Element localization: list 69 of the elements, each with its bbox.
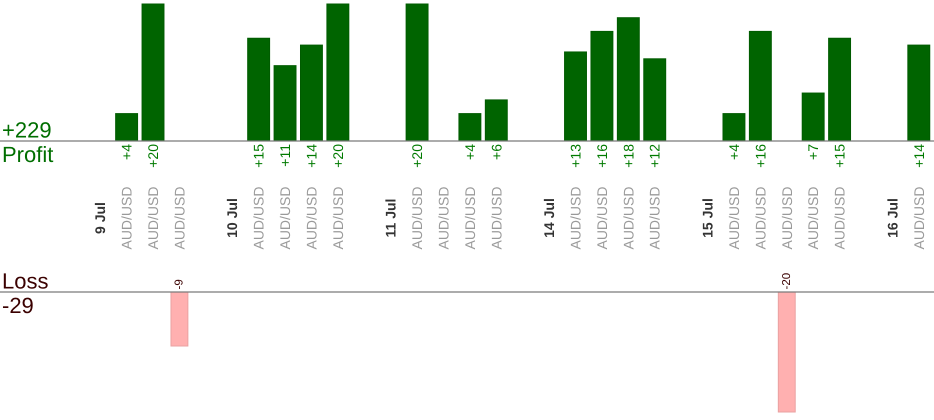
bar <box>247 38 270 142</box>
bar <box>115 113 138 142</box>
x-tick-label: AUD/USD <box>646 186 663 250</box>
bar <box>458 113 482 142</box>
bar <box>142 4 164 142</box>
x-tick-label: AUD/USD <box>805 186 822 250</box>
bar <box>484 99 508 142</box>
x-tick-label: AUD/USD <box>726 186 742 250</box>
bar <box>802 92 825 142</box>
data-label: -20 <box>780 272 793 290</box>
bar <box>722 113 746 142</box>
bar <box>907 44 930 142</box>
x-tick-label: AUD/USD <box>435 186 452 250</box>
bar <box>748 30 772 142</box>
x-tick-label: AUD/USD <box>910 186 927 250</box>
x-tick-label: 11 Jul <box>382 198 399 238</box>
text: +229 <box>2 118 52 142</box>
x-tick-label: AUD/USD <box>752 186 768 250</box>
data-label: +14 <box>303 144 320 168</box>
data-label: +14 <box>910 144 927 168</box>
data-label: +7 <box>805 144 822 160</box>
x-tick-label: AUD/USD <box>594 186 610 250</box>
data-label: +20 <box>409 144 426 168</box>
bar <box>274 65 297 142</box>
data-label: +11 <box>277 144 294 167</box>
bar <box>643 58 666 142</box>
bar <box>564 51 587 142</box>
data-label: +20 <box>330 144 346 168</box>
bar <box>300 44 323 142</box>
bar <box>326 4 350 142</box>
data-label: +13 <box>568 144 584 168</box>
data-label: +6 <box>488 144 504 160</box>
data-label: -9 <box>173 279 186 290</box>
y-axis-title: Profit <box>2 142 54 167</box>
data-label: +18 <box>620 144 636 168</box>
data-label: +16 <box>752 144 768 168</box>
x-tick-label: AUD/USD <box>250 186 267 250</box>
x-tick-label: 9 Jul <box>92 202 108 234</box>
x-tick-label: AUD/USD <box>409 186 426 250</box>
x-tick-label: 14 Jul <box>541 198 558 238</box>
x-tick-label: AUD/USD <box>568 186 584 250</box>
x-tick-label: AUD/USD <box>620 186 636 250</box>
data-label: +15 <box>250 144 267 168</box>
data-label: +12 <box>646 144 663 168</box>
bar <box>590 30 614 142</box>
x-tick-label: 10 Jul <box>224 198 240 238</box>
x-tick-label: AUD/USD <box>330 186 346 250</box>
x-tick-label: AUD/USD <box>462 186 478 250</box>
x-tick-label: 16 Jul <box>884 198 900 238</box>
x-tick-label: AUD/USD <box>488 186 504 250</box>
data-label: +4 <box>462 144 478 160</box>
data-label: +4 <box>118 144 135 160</box>
x-tick-label: AUD/USD <box>277 186 294 250</box>
data-label: +20 <box>145 144 162 168</box>
bar <box>406 4 429 142</box>
data-label: +4 <box>726 144 742 160</box>
x-tick-label: 15 Jul <box>700 198 716 238</box>
x-tick-label: AUD/USD <box>303 186 320 250</box>
y-axis-title: Loss <box>2 268 48 294</box>
x-tick-label: AUD/USD <box>171 186 188 250</box>
data-label: +15 <box>832 144 848 168</box>
text: -29 <box>2 293 34 318</box>
x-tick-label: AUD/USD <box>832 186 848 250</box>
data-label: +16 <box>594 144 610 168</box>
x-tick-label: AUD/USD <box>145 186 162 250</box>
bar <box>616 17 640 142</box>
x-tick-label: AUD/USD <box>118 186 135 250</box>
x-tick-label: AUD/USD <box>778 186 795 250</box>
bar <box>828 38 852 142</box>
